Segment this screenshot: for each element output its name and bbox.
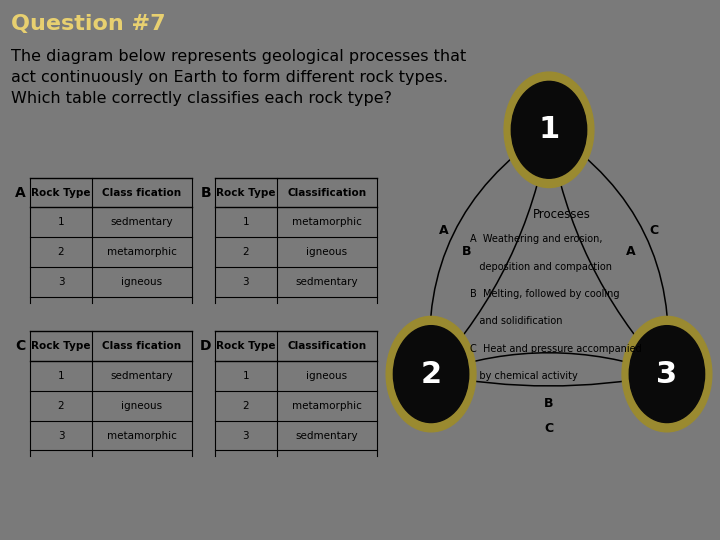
Text: Rock Type: Rock Type xyxy=(31,341,91,351)
Text: sedmentary: sedmentary xyxy=(295,430,358,441)
Text: A  Weathering and erosion,: A Weathering and erosion, xyxy=(470,234,603,244)
Text: metamorphic: metamorphic xyxy=(107,247,177,257)
Text: B  Melting, followed by cooling: B Melting, followed by cooling xyxy=(470,289,620,299)
Text: Processes: Processes xyxy=(534,207,591,220)
Text: and solidification: and solidification xyxy=(470,316,563,327)
Text: C  Heat and pressure accompanied: C Heat and pressure accompanied xyxy=(470,344,642,354)
Text: igneous: igneous xyxy=(306,371,348,381)
Text: metamorphic: metamorphic xyxy=(107,430,177,441)
Circle shape xyxy=(622,316,712,432)
Text: 2: 2 xyxy=(58,247,64,257)
Circle shape xyxy=(386,316,476,432)
Text: B: B xyxy=(544,397,554,410)
Text: igneous: igneous xyxy=(122,401,163,411)
Circle shape xyxy=(393,326,469,422)
Text: Rock Type: Rock Type xyxy=(216,341,276,351)
Text: sedmentary: sedmentary xyxy=(111,371,174,381)
Text: 3: 3 xyxy=(657,360,678,389)
Text: sedmentary: sedmentary xyxy=(295,277,358,287)
Text: igneous: igneous xyxy=(122,277,163,287)
Text: by chemical activity: by chemical activity xyxy=(470,371,578,381)
Text: The diagram below represents geological processes that
act continuously on Earth: The diagram below represents geological … xyxy=(12,49,467,106)
Text: Rock Type: Rock Type xyxy=(31,187,91,198)
Text: 1: 1 xyxy=(58,218,64,227)
Text: deposition and compaction: deposition and compaction xyxy=(470,262,613,272)
Text: C: C xyxy=(544,422,554,435)
Text: 2: 2 xyxy=(243,247,249,257)
Text: Rock Type: Rock Type xyxy=(216,187,276,198)
Text: B: B xyxy=(200,186,211,200)
Text: 3: 3 xyxy=(243,277,249,287)
Text: C: C xyxy=(16,339,26,353)
Text: 2: 2 xyxy=(58,401,64,411)
Text: Classification: Classification xyxy=(287,187,366,198)
Circle shape xyxy=(504,72,594,187)
Text: A: A xyxy=(15,186,26,200)
Text: igneous: igneous xyxy=(306,247,348,257)
Text: 1: 1 xyxy=(243,218,249,227)
Text: 2: 2 xyxy=(420,360,441,389)
Text: Classification: Classification xyxy=(287,341,366,351)
Circle shape xyxy=(629,326,705,422)
Text: Question #7: Question #7 xyxy=(11,14,166,35)
Circle shape xyxy=(511,82,587,178)
Text: 3: 3 xyxy=(243,430,249,441)
Text: Class fication: Class fication xyxy=(102,341,181,351)
Text: B: B xyxy=(462,246,472,259)
Text: C: C xyxy=(649,225,658,238)
Text: 3: 3 xyxy=(58,277,64,287)
Text: metamorphic: metamorphic xyxy=(292,401,361,411)
Text: 3: 3 xyxy=(58,430,64,441)
Text: A: A xyxy=(626,246,636,259)
Text: 1: 1 xyxy=(243,371,249,381)
Text: sedmentary: sedmentary xyxy=(111,218,174,227)
Text: 2: 2 xyxy=(243,401,249,411)
Text: 1: 1 xyxy=(539,116,559,144)
Text: metamorphic: metamorphic xyxy=(292,218,361,227)
Text: D: D xyxy=(200,339,212,353)
Text: A: A xyxy=(439,225,449,238)
Text: 1: 1 xyxy=(58,371,64,381)
Text: Class fication: Class fication xyxy=(102,187,181,198)
